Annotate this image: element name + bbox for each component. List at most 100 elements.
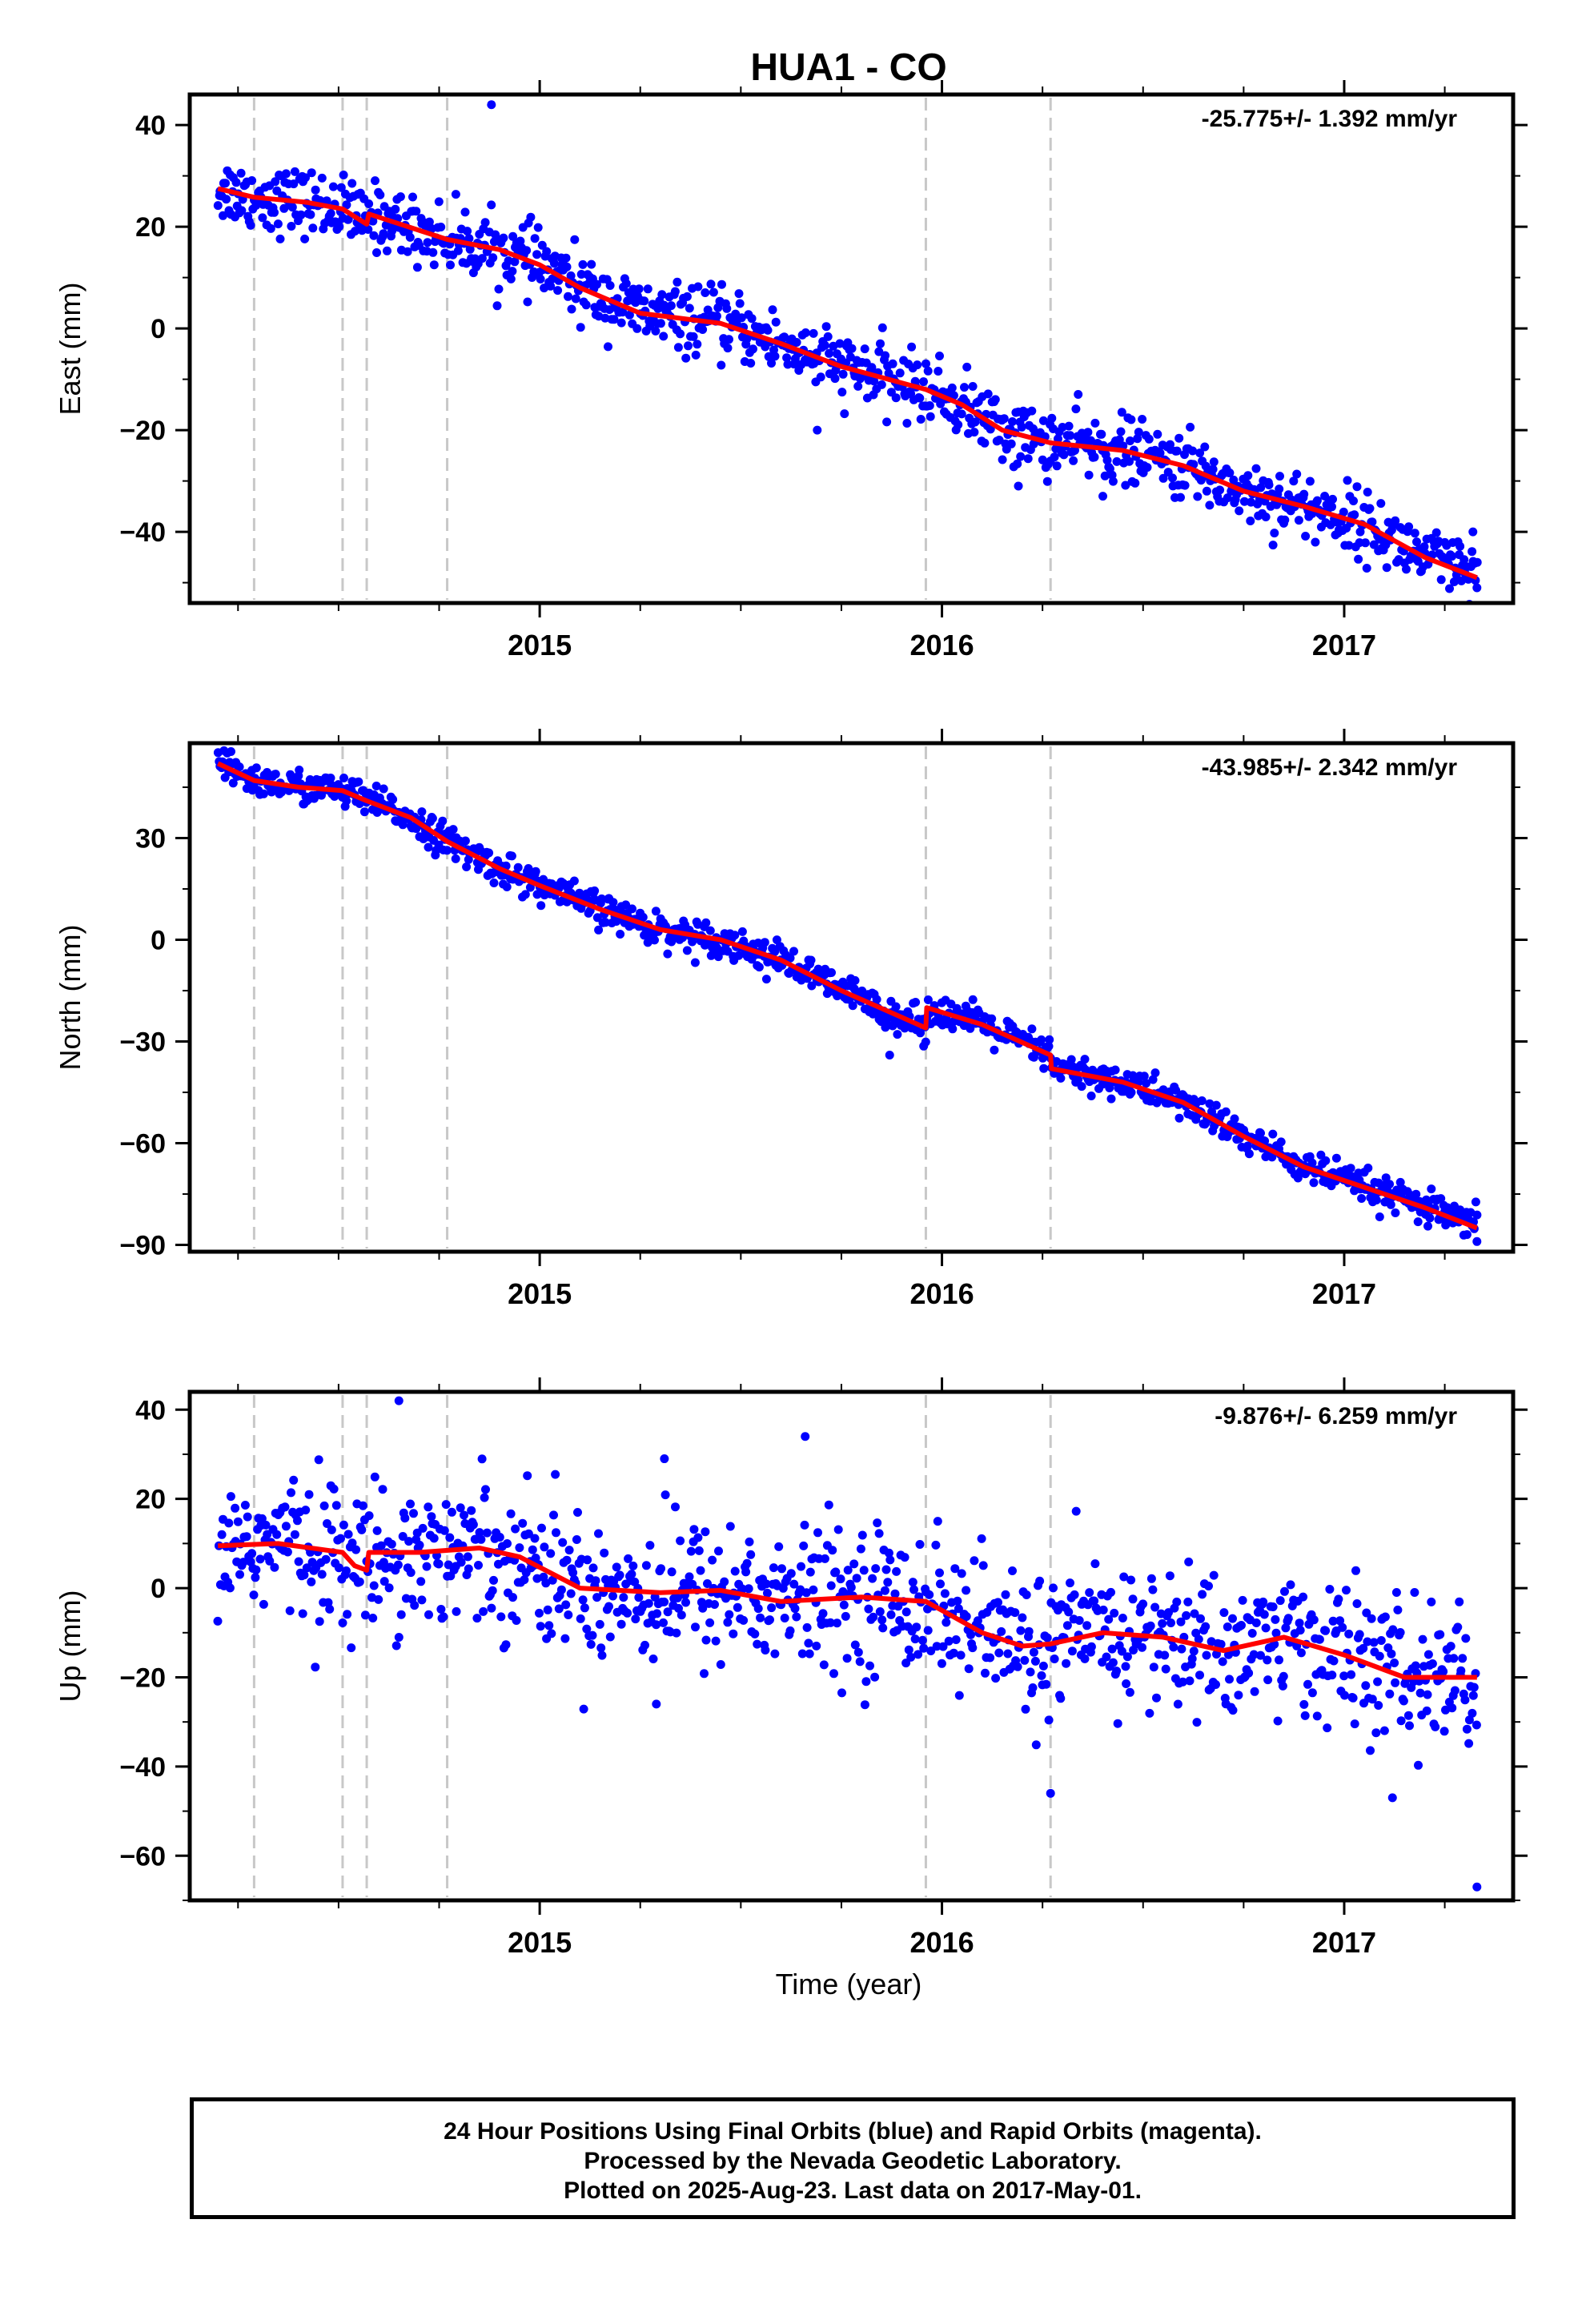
data-point <box>1387 1793 1397 1803</box>
data-point <box>359 807 369 817</box>
data-point <box>1035 1576 1045 1586</box>
data-point <box>821 322 831 332</box>
data-point <box>843 1566 853 1575</box>
data-point <box>477 1454 487 1464</box>
data-point <box>1379 1726 1389 1735</box>
data-point <box>957 1569 966 1578</box>
data-point <box>1244 1149 1254 1159</box>
y-tick-label: −60 <box>119 1841 166 1872</box>
data-point <box>767 359 776 368</box>
data-point <box>1259 1610 1269 1619</box>
data-point <box>605 281 615 290</box>
data-point <box>1347 1670 1356 1679</box>
data-point <box>1350 510 1359 520</box>
data-point <box>1268 1602 1278 1611</box>
data-point <box>1261 1623 1271 1633</box>
data-point <box>351 1545 361 1554</box>
data-point <box>537 240 547 250</box>
data-point <box>594 1529 603 1538</box>
data-point <box>456 1558 466 1567</box>
data-point <box>1246 517 1255 525</box>
data-point <box>600 313 610 323</box>
data-point <box>588 1563 598 1573</box>
data-point <box>391 1641 401 1651</box>
data-point <box>1460 1695 1470 1705</box>
data-point <box>1391 1588 1401 1597</box>
data-point <box>1100 471 1110 480</box>
data-point <box>1125 456 1134 466</box>
data-point <box>275 234 285 243</box>
data-point <box>502 883 512 891</box>
data-point <box>616 930 625 939</box>
data-point <box>891 1002 901 1011</box>
data-point <box>923 366 933 376</box>
data-point <box>886 1610 896 1619</box>
data-point <box>643 284 652 294</box>
data-point <box>1119 1572 1129 1582</box>
data-point <box>1146 1574 1156 1583</box>
data-point <box>735 299 745 308</box>
data-point <box>737 927 747 936</box>
data-point <box>370 1472 379 1482</box>
data-point <box>925 1590 934 1599</box>
data-point <box>374 1594 383 1604</box>
data-point <box>770 947 780 956</box>
data-point <box>1102 456 1112 465</box>
data-point <box>1086 1642 1096 1651</box>
data-point <box>1307 1688 1317 1698</box>
data-point <box>442 846 452 855</box>
data-point <box>1086 1092 1096 1100</box>
y-axis-label: East (mm) <box>54 283 86 416</box>
data-point <box>363 225 373 234</box>
data-point <box>1126 1088 1136 1097</box>
data-point <box>1391 1208 1400 1217</box>
data-point <box>868 1009 877 1019</box>
data-point <box>427 1512 436 1522</box>
data-point <box>737 1584 747 1594</box>
data-point <box>1472 1720 1481 1730</box>
data-point <box>948 1024 958 1034</box>
data-point <box>741 1567 751 1577</box>
data-point <box>1223 493 1232 503</box>
data-point <box>1315 1634 1324 1644</box>
data-point <box>932 1642 942 1651</box>
data-point <box>1339 1671 1349 1681</box>
data-point <box>868 1574 877 1583</box>
data-point <box>1471 1197 1480 1207</box>
data-point <box>1150 1068 1160 1078</box>
data-point <box>921 1037 930 1047</box>
data-point <box>375 190 385 199</box>
data-point <box>1395 1628 1405 1637</box>
data-point <box>1102 1652 1111 1662</box>
data-point <box>871 1564 881 1574</box>
data-point <box>369 1581 379 1590</box>
data-point <box>1107 1644 1117 1654</box>
data-point <box>520 1575 529 1585</box>
data-point <box>1042 1633 1052 1642</box>
data-point <box>543 1605 552 1614</box>
data-point <box>1148 1075 1158 1084</box>
data-point <box>532 250 542 259</box>
data-point <box>400 1514 410 1523</box>
data-point <box>1172 1597 1182 1606</box>
data-point <box>1391 1678 1400 1687</box>
data-point <box>508 231 518 241</box>
data-point <box>261 1520 271 1530</box>
data-point <box>693 282 703 292</box>
data-point <box>522 246 532 255</box>
data-point <box>1413 1217 1423 1227</box>
data-point <box>258 213 267 223</box>
data-point <box>368 216 378 226</box>
data-point <box>456 1503 465 1513</box>
data-point <box>709 287 718 297</box>
data-point <box>1177 1644 1186 1654</box>
data-point <box>1071 1506 1081 1516</box>
data-point <box>423 238 432 247</box>
data-point <box>792 338 801 347</box>
caption-line-1: 24 Hour Positions Using Final Orbits (bl… <box>444 2118 1262 2145</box>
data-point <box>1122 1679 1131 1688</box>
data-point <box>1456 1666 1466 1675</box>
data-point <box>492 301 502 311</box>
x-tick-label: 2016 <box>910 629 974 661</box>
data-point <box>797 1649 807 1659</box>
